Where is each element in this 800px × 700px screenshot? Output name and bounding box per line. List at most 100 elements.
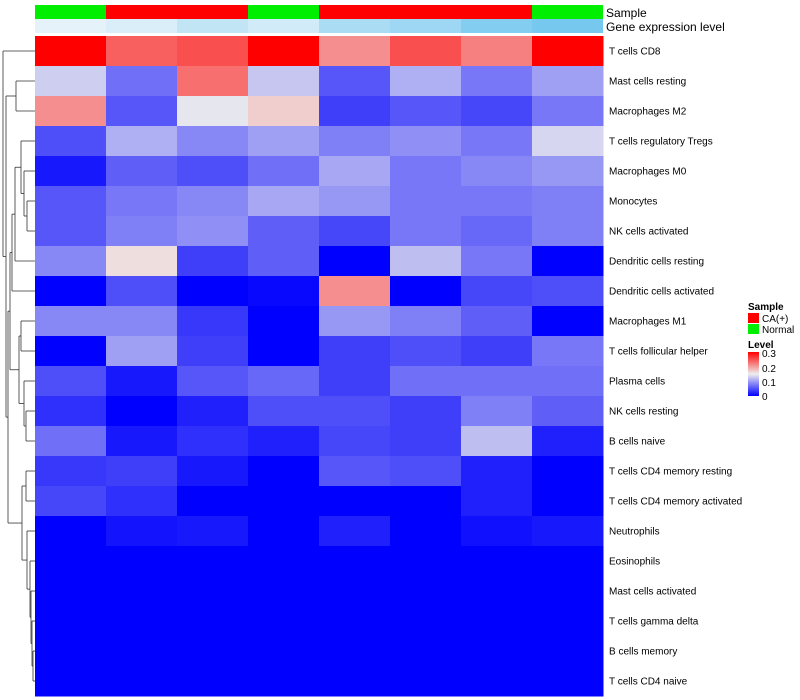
heatmap-cell	[106, 576, 178, 607]
level-tick-0.2: 0.2	[762, 364, 776, 375]
heatmap-cell	[35, 516, 107, 547]
level-tick-0.3: 0.3	[762, 349, 776, 360]
level-legend: Level 0.3 0.2 0.1 0	[748, 340, 776, 403]
heatmap-cell	[319, 96, 391, 127]
heatmap-cell	[177, 486, 249, 517]
row-label: Dendritic cells activated	[609, 287, 714, 298]
heatmap-cell	[106, 66, 178, 97]
heatmap-cell	[248, 576, 320, 607]
heatmap-cell	[177, 576, 249, 607]
heatmap-cell	[390, 276, 462, 307]
heatmap-cell	[35, 276, 107, 307]
heatmap-cell	[319, 336, 391, 367]
heatmap-cell	[177, 216, 249, 247]
heatmap-cell	[177, 516, 249, 547]
heatmap-cell	[177, 186, 249, 217]
heatmap-cell	[248, 666, 320, 697]
row-label: B cells naive	[609, 437, 666, 448]
sample-annotation-cell	[461, 5, 532, 19]
heatmap-cell	[319, 366, 391, 397]
heatmap-cell	[532, 36, 604, 67]
gene-expression-cell	[177, 19, 248, 33]
heatmap-cell	[461, 246, 533, 277]
heatmap-cell	[35, 486, 107, 517]
heatmap-cell	[106, 246, 178, 277]
heatmap-cell	[106, 336, 178, 367]
sample-annotation-cell	[177, 5, 248, 19]
sample-legend-title: Sample	[748, 302, 784, 313]
heatmap-cell	[35, 336, 107, 367]
heatmap-cell	[106, 366, 178, 397]
heatmap-cell	[461, 606, 533, 637]
heatmap-cell	[35, 576, 107, 607]
heatmap-cell	[35, 396, 107, 427]
heatmap-cell	[319, 216, 391, 247]
heatmap-cell	[35, 66, 107, 97]
heatmap-cell	[248, 246, 320, 277]
heatmap-cell	[35, 36, 107, 67]
heatmap-cell	[319, 636, 391, 667]
heatmap-cell	[106, 486, 178, 517]
heatmap-cell	[390, 576, 462, 607]
heatmap-cell	[106, 396, 178, 427]
heatmap-cell	[390, 306, 462, 337]
heatmap-cell	[177, 336, 249, 367]
heatmap-cell	[390, 216, 462, 247]
heatmap-cell	[177, 396, 249, 427]
heatmap-cell	[319, 426, 391, 457]
heatmap-cell	[106, 636, 178, 667]
heatmap-cell	[390, 66, 462, 97]
heatmap-cell	[106, 456, 178, 487]
heatmap-cell	[532, 276, 604, 307]
heatmap-cell	[461, 546, 533, 577]
heatmap-cell	[248, 186, 320, 217]
heatmap-cell	[177, 546, 249, 577]
heatmap-cell	[532, 66, 604, 97]
heatmap-cell	[177, 306, 249, 337]
heatmap-cell	[248, 636, 320, 667]
level-color-bar	[748, 352, 759, 396]
level-tick-0: 0	[762, 392, 768, 403]
heatmap-cell	[177, 156, 249, 187]
heatmap-cell	[532, 396, 604, 427]
heatmap-cell	[177, 426, 249, 457]
heatmap-cell	[532, 576, 604, 607]
heatmap-cell	[177, 606, 249, 637]
gene-expression-cell	[106, 19, 177, 33]
heatmap-cell	[248, 486, 320, 517]
sample-annotation-cell	[319, 5, 390, 19]
heatmap-cell	[532, 666, 604, 697]
heatmap-cell	[106, 276, 178, 307]
row-label: Macrophages M1	[609, 317, 687, 328]
heatmap-cell	[532, 366, 604, 397]
row-label: NK cells activated	[609, 227, 688, 238]
heatmap-cell	[461, 96, 533, 127]
heatmap-cell	[177, 456, 249, 487]
heatmap-cell	[390, 336, 462, 367]
heatmap-cell	[248, 126, 320, 157]
heatmap-cell	[532, 216, 604, 247]
heatmap-cell	[248, 156, 320, 187]
heatmap-cell	[35, 456, 107, 487]
level-legend-title: Level	[748, 340, 774, 351]
heatmap-cell	[390, 546, 462, 577]
heatmap-cell	[461, 186, 533, 217]
sample-annotation-cell	[35, 5, 106, 19]
heatmap-cell	[390, 636, 462, 667]
legend-label-ca: CA(+)	[762, 314, 788, 325]
heatmap-cell	[106, 96, 178, 127]
heatmap-cell	[319, 306, 391, 337]
heatmap-cell	[390, 486, 462, 517]
heatmap-cell	[532, 126, 604, 157]
gene-expression-cell	[461, 19, 532, 33]
heatmap-cell	[532, 546, 604, 577]
heatmap-cell	[177, 66, 249, 97]
heatmap-cell	[106, 666, 178, 697]
heatmap-cell	[177, 126, 249, 157]
heatmap-cell	[390, 36, 462, 67]
heatmap-cell	[248, 396, 320, 427]
heatmap-cell	[35, 636, 107, 667]
row-label: Eosinophils	[609, 557, 660, 568]
heatmap-cell	[461, 366, 533, 397]
heatmap-cell	[319, 606, 391, 637]
